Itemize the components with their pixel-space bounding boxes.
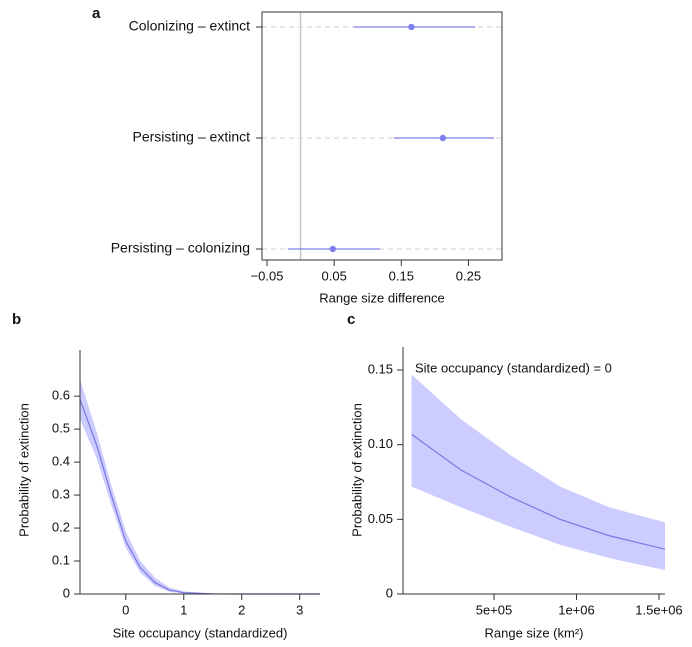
y-tick-label: 0.6 xyxy=(52,388,70,403)
point xyxy=(329,245,337,253)
y-tick-label: 0.2 xyxy=(52,519,70,534)
x-tick-label: 1.5e+06 xyxy=(635,602,682,617)
y-tick-label: 0.4 xyxy=(52,454,70,469)
y-tick-label: 0 xyxy=(386,585,393,600)
plot-frame xyxy=(261,11,503,261)
x-tick-label: 0.15 xyxy=(389,268,414,283)
y-tick-label: 0.10 xyxy=(368,436,393,451)
y-tick-label: 0.5 xyxy=(52,421,70,436)
y-tick-label: Persisting – extinct xyxy=(133,129,251,145)
x-tick-label: 0.05 xyxy=(322,268,347,283)
x-tick-label: 0 xyxy=(122,602,129,617)
x-tick-label: 1e+06 xyxy=(558,602,595,617)
y-tick-label: 0.3 xyxy=(52,487,70,502)
panel-label: a xyxy=(92,5,101,22)
y-tick-label: Persisting – colonizing xyxy=(111,240,250,256)
panel-label: c xyxy=(347,311,355,328)
y-axis-label: Probability of extinction xyxy=(16,403,31,537)
x-tick-label: −0.05 xyxy=(251,268,284,283)
y-tick-label: 0.1 xyxy=(52,552,70,567)
x-tick-label: 1 xyxy=(180,602,187,617)
y-tick-label: 0.05 xyxy=(368,511,393,526)
y-tick-label: Colonizing – extinct xyxy=(129,18,251,34)
y-tick-label: 0.15 xyxy=(368,361,393,376)
x-axis-label: Site occupancy (standardized) xyxy=(113,625,288,640)
point xyxy=(439,134,447,142)
panel-label: b xyxy=(12,311,21,328)
line xyxy=(79,399,320,595)
x-tick-label: 0.25 xyxy=(456,268,481,283)
x-tick-label: 3 xyxy=(296,602,303,617)
confidence-band xyxy=(80,379,320,594)
x-tick-label: 5e+05 xyxy=(476,602,513,617)
confidence-band xyxy=(411,374,665,571)
x-tick-label: 2 xyxy=(238,602,245,617)
x-axis-label: Range size (km²) xyxy=(485,625,584,640)
point xyxy=(408,23,415,31)
y-tick-label: 0 xyxy=(63,585,70,600)
x-axis-label: Range size difference xyxy=(319,290,445,305)
y-axis-label: Probability of extinction xyxy=(349,403,364,537)
annotation: Site occupancy (standardized) = 0 xyxy=(415,360,612,375)
line xyxy=(411,433,666,550)
